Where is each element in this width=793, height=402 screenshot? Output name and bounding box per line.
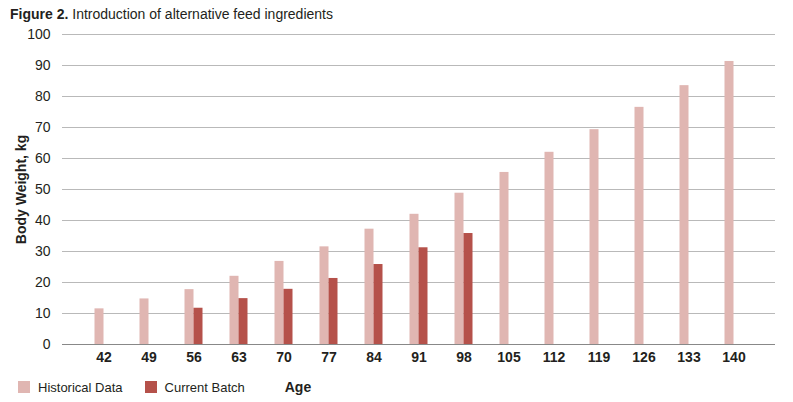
svg-text:40: 40 bbox=[35, 212, 51, 228]
svg-text:100: 100 bbox=[27, 26, 51, 42]
svg-text:50: 50 bbox=[35, 181, 51, 197]
svg-text:0: 0 bbox=[43, 336, 51, 352]
html-text:Figure 2. Introduction of alte: Figure 2. Introduction of alternative fe… bbox=[10, 6, 333, 22]
svg-text:90: 90 bbox=[35, 57, 51, 73]
svg-text:63: 63 bbox=[231, 349, 247, 365]
svg-text:91: 91 bbox=[411, 349, 427, 365]
svg-text:70: 70 bbox=[35, 119, 51, 135]
svg-text:Body Weight, kg: Body Weight, kg bbox=[13, 135, 29, 244]
svg-text:112: 112 bbox=[543, 349, 566, 365]
svg-text:56: 56 bbox=[186, 349, 202, 365]
svg-text:140: 140 bbox=[722, 349, 746, 365]
svg-text:30: 30 bbox=[35, 243, 51, 259]
svg-text:84: 84 bbox=[366, 349, 382, 365]
html-text:Age: Age bbox=[284, 379, 312, 395]
svg-text:77: 77 bbox=[321, 349, 337, 365]
svg-text:126: 126 bbox=[632, 349, 656, 365]
svg-text:80: 80 bbox=[35, 88, 51, 104]
svg-text:49: 49 bbox=[141, 349, 157, 365]
svg-text:98: 98 bbox=[456, 349, 472, 365]
svg-text:105: 105 bbox=[497, 349, 521, 365]
svg-text:70: 70 bbox=[276, 349, 292, 365]
html-text:Historical Data: Historical Data bbox=[38, 379, 123, 395]
svg-text:10: 10 bbox=[35, 305, 51, 321]
svg-text:60: 60 bbox=[35, 150, 51, 166]
svg-text:133: 133 bbox=[677, 349, 701, 365]
svg-text:20: 20 bbox=[35, 274, 51, 290]
svg-text:42: 42 bbox=[96, 349, 112, 365]
html-text:Current Batch: Current Batch bbox=[164, 379, 245, 395]
svg-text:119: 119 bbox=[588, 349, 611, 365]
